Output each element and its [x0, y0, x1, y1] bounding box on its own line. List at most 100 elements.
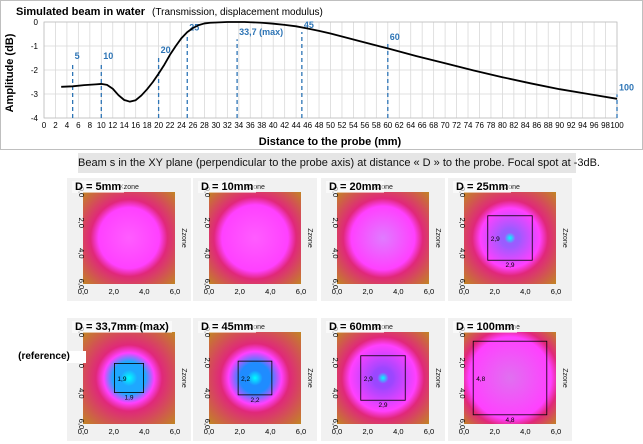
x-tick-label: 16 [131, 121, 140, 130]
x-tick-label: 42 [280, 121, 289, 130]
panel-x-tick: 6,0 [296, 427, 306, 436]
panel-svg: 2,92,9XzoneZzone0,02,04,06,00,02,04,06,0 [458, 184, 568, 296]
beam-heatmap [83, 192, 175, 284]
focal-spot-box [114, 363, 144, 393]
distance-marker-label: 5 [75, 51, 80, 61]
y-axis-title: Zzone [306, 368, 313, 388]
y-tick-label: -4 [31, 114, 39, 123]
panel-x-tick: 4,0 [265, 427, 275, 436]
x-tick-label: 68 [429, 121, 438, 130]
panel-x-tick: 0,0 [204, 287, 214, 296]
x-tick-label: 58 [372, 121, 381, 130]
x-tick-label: 48 [315, 121, 324, 130]
distance-marker-label: 20 [161, 45, 171, 55]
panel-label: D = 20mm [326, 181, 385, 193]
spot-height-label: 4,8 [505, 417, 514, 424]
x-tick-label: 22 [166, 121, 175, 130]
panel-y-tick: 4,0 [331, 248, 340, 258]
spot-height-label: 2,9 [505, 262, 514, 269]
panel-y-tick: 2,0 [331, 357, 340, 367]
spot-width-label: 2,9 [364, 376, 373, 383]
distance-marker-label: 60 [390, 32, 400, 42]
x-tick-label: 10 [97, 121, 106, 130]
x-tick-label: 26 [189, 121, 198, 130]
focal-spot [497, 225, 523, 251]
panel-x-tick: 6,0 [170, 287, 180, 296]
panel-y-tick: 2,0 [458, 217, 467, 227]
spot-height-label: 2,2 [250, 397, 259, 404]
x-tick-label: 74 [464, 121, 473, 130]
beam-panel: D = 10mmXzoneZzone0,02,04,06,00,02,04,06… [193, 178, 317, 301]
panel-x-tick: 6,0 [170, 427, 180, 436]
y-tick-label: 0 [34, 18, 39, 27]
x-tick-label: 2 [53, 121, 58, 130]
y-axis-title: Zzone [180, 228, 187, 248]
panel-x-tick: 0,0 [78, 287, 88, 296]
x-tick-label: 72 [452, 121, 461, 130]
x-tick-label: 84 [521, 121, 530, 130]
panel-x-tick: 2,0 [108, 427, 118, 436]
x-tick-label: 40 [269, 121, 278, 130]
panel-x-tick: 2,0 [234, 427, 244, 436]
panel-x-tick: 2,0 [234, 287, 244, 296]
x-tick-label: 64 [406, 121, 415, 130]
x-tick-label: 100 [610, 121, 624, 130]
tick-layer: 0 2 4 6 8 10 12 14 16 18 20 22 24 26 28 30 32 34 36 38 40 42 4… [31, 18, 624, 130]
focal-spot [238, 361, 272, 395]
beam-panel: D = 25mm2,92,9XzoneZzone0,02,04,06,00,02… [448, 178, 572, 301]
x-tick-label: 70 [441, 121, 450, 130]
panel-y-tick: 4,0 [77, 388, 86, 398]
focal-spot-box [237, 360, 273, 396]
panel-y-tick: 6,0 [77, 419, 86, 429]
beam-panel: D = 5mmXzoneZzone0,02,04,06,00,02,04,06,… [67, 178, 191, 301]
chart-frame [0, 0, 643, 150]
x-tick-label: 32 [223, 121, 232, 130]
panel-y-tick: 6,0 [203, 279, 212, 289]
x-tick-label: 60 [383, 121, 392, 130]
x-tick-label: 90 [555, 121, 564, 130]
panel-x-tick: 6,0 [551, 287, 561, 296]
focal-spot-box [487, 215, 533, 261]
x-tick-label: 52 [338, 121, 347, 130]
panel-label: D = 45mm [198, 321, 257, 333]
x-tick-label: 34 [234, 121, 243, 130]
y-axis-title: Zzone [434, 228, 441, 248]
panel-x-tick: 0,0 [332, 427, 342, 436]
panel-svg: 2,92,9XzoneZzone0,02,04,06,00,02,04,06,0 [331, 324, 441, 436]
panel-x-tick: 0,0 [332, 287, 342, 296]
panel-y-tick: 2,0 [203, 217, 212, 227]
panel-y-tick: 4,0 [331, 388, 340, 398]
panel-x-tick: 6,0 [296, 287, 306, 296]
panel-y-tick: 4,0 [203, 248, 212, 258]
panel-x-tick: 2,0 [108, 287, 118, 296]
amplitude-curve [61, 21, 618, 103]
focal-spot-box [472, 340, 548, 416]
panel-y-tick: 4,0 [458, 248, 467, 258]
figure-caption: Beam s in the XY plane (perpendicular to… [78, 153, 600, 173]
panel-x-tick: 2,0 [362, 427, 372, 436]
panel-x-tick: 4,0 [393, 427, 403, 436]
focal-spot [370, 365, 396, 391]
panel-y-tick: 2,0 [77, 217, 86, 227]
panel-x-tick: 2,0 [489, 427, 499, 436]
y-tick-label: -3 [31, 90, 39, 99]
distance-marker-label: 33,7 (max) [239, 27, 283, 37]
beam-heatmap [464, 332, 556, 424]
grid-layer [43, 21, 618, 119]
x-tick-label: 66 [418, 121, 427, 130]
y-axis-title: Amplitude (dB) [4, 33, 16, 112]
spot-height-label: 2,9 [378, 402, 387, 409]
panel-y-tick: 6,0 [331, 419, 340, 429]
x-tick-label: 36 [246, 121, 255, 130]
x-tick-label: 54 [349, 121, 358, 130]
x-tick-label: 46 [303, 121, 312, 130]
beam-heatmap [337, 192, 429, 284]
distance-marker-label: 100 [619, 82, 634, 92]
spot-width-label: 2,2 [241, 376, 250, 383]
panel-y-tick: 2,0 [331, 217, 340, 227]
panel-x-tick: 6,0 [424, 287, 434, 296]
panel-x-tick: 2,0 [362, 287, 372, 296]
beam-panel: D = 20mmXzoneZzone0,02,04,06,00,02,04,06… [321, 178, 445, 301]
x-tick-label: 78 [486, 121, 495, 130]
